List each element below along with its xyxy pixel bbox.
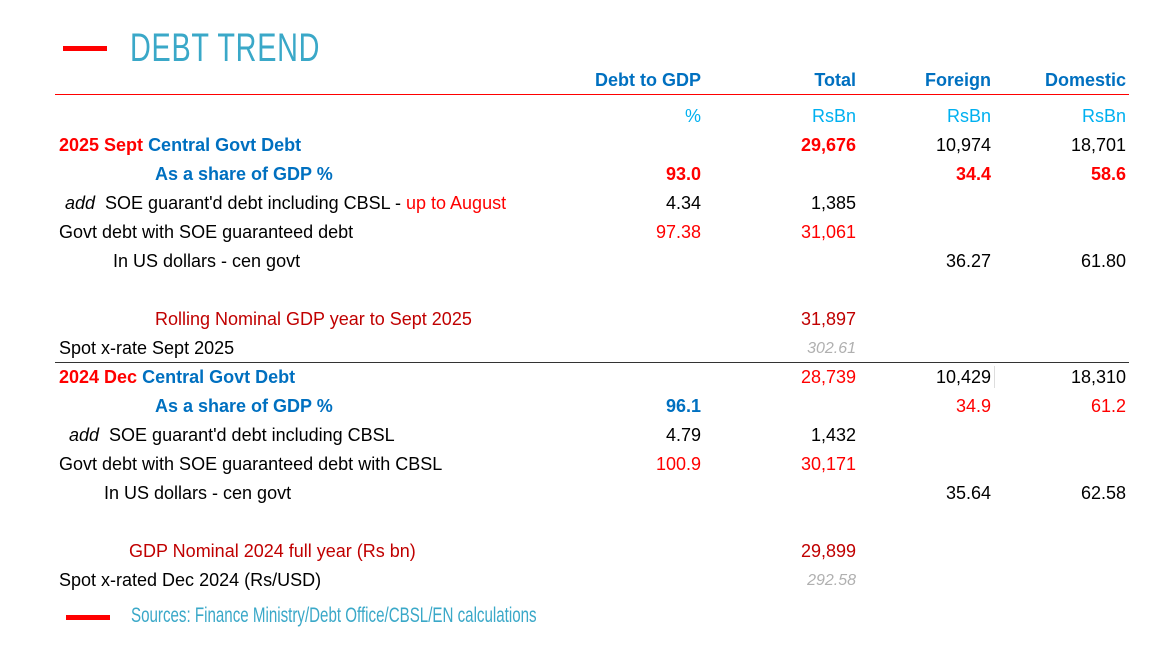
cell-total: 292.58 [807, 572, 856, 589]
row-label: add SOE guarant'd debt including CBSL - … [65, 189, 506, 218]
table-row: Govt debt with SOE guaranteed debt with … [0, 450, 1176, 479]
column-header-total: Total [814, 70, 856, 90]
cell-total: 30,171 [800, 454, 856, 474]
cell-total: 28,739 [800, 367, 856, 387]
row-label-part: up to August [406, 193, 507, 213]
row-label-part: Spot x-rate Sept 2025 [59, 338, 235, 358]
cell-foreign: 34.9 [955, 396, 991, 416]
row-label-part: Govt debt with SOE guaranteed debt [59, 222, 354, 242]
row-label-part: Govt debt with SOE guaranteed debt with … [59, 454, 443, 474]
table-row: 2025 Sept Central Govt Debt 29,676 10,974 1… [0, 131, 1176, 160]
row-label-part: GDP Nominal 2024 full year (Rs bn) [129, 541, 416, 561]
row-label-part: Central Govt Debt [148, 135, 302, 155]
row-label-part: SOE guarant'd debt including CBSL [104, 425, 395, 445]
row-label-part: In US dollars - cen govt [113, 251, 301, 271]
row-label: Spot x-rated Dec 2024 (Rs/USD) [59, 566, 321, 595]
column-header-domestic: Domestic [1044, 70, 1126, 90]
cell-foreign: 35.64 [945, 483, 991, 503]
source-accent-dash [66, 615, 110, 620]
table-row: In US dollars - cen govt 35.64 62.58 [0, 479, 1176, 508]
unit-debt-to-gdp: % [684, 106, 701, 126]
table-row [0, 276, 1176, 305]
cell-debt-to-gdp: 93.0 [665, 164, 701, 184]
table-row: In US dollars - cen govt 36.27 61.80 [0, 247, 1176, 276]
cell-total: 1,432 [810, 425, 856, 445]
table-row: 2024 Dec Central Govt Debt 28,739 10,429 18… [0, 363, 1176, 392]
title-accent-dash [63, 46, 107, 51]
unit-domestic: RsBn [1081, 106, 1126, 126]
cell-foreign: 10,429 [935, 367, 991, 387]
row-label: 2025 Sept Central Govt Debt [59, 131, 301, 160]
unit-total: RsBn [811, 106, 856, 126]
cell-debt-to-gdp: 4.79 [665, 425, 701, 445]
section-divider [55, 362, 1129, 363]
row-label: As a share of GDP % [155, 160, 333, 189]
table-row: add SOE guarant'd debt including CBSL 4.7… [0, 421, 1176, 450]
cell-domestic: 62.58 [1080, 483, 1126, 503]
row-label: As a share of GDP % [155, 392, 333, 421]
table-row: Spot x-rated Dec 2024 (Rs/USD) 292.58 [0, 566, 1176, 595]
row-label-part: In US dollars - cen govt [104, 483, 292, 503]
row-label: Govt debt with SOE guaranteed debt [59, 218, 353, 247]
cell-debt-to-gdp: 100.9 [655, 454, 701, 474]
row-label: Spot x-rate Sept 2025 [59, 334, 234, 363]
cell-domestic: 18,310 [1070, 367, 1126, 387]
row-label: add SOE guarant'd debt including CBSL [69, 421, 395, 450]
table-row: As a share of GDP % 96.1 34.9 61.2 [0, 392, 1176, 421]
table-row [0, 508, 1176, 537]
table-row: Govt debt with SOE guaranteed debt 97.38 3… [0, 218, 1176, 247]
row-label-part: 2024 Dec [59, 367, 143, 387]
row-label-part: Spot x-rated Dec 2024 (Rs/USD) [59, 570, 322, 590]
cell-domestic: 61.2 [1090, 396, 1126, 416]
row-label: Rolling Nominal GDP year to Sept 2025 [155, 305, 472, 334]
cell-total: 29,676 [800, 135, 856, 155]
cell-total: 1,385 [810, 193, 856, 213]
table-row: As a share of GDP % 93.0 34.4 58.6 [0, 160, 1176, 189]
row-label-part: add [65, 193, 101, 213]
row-label: In US dollars - cen govt [113, 247, 300, 276]
row-label-part: SOE guarant'd debt including CBSL - [100, 193, 406, 213]
table-row: Rolling Nominal GDP year to Sept 2025 31,… [0, 305, 1176, 334]
cell-domestic: 58.6 [1090, 164, 1126, 184]
cell-border [994, 366, 995, 388]
row-label-part: add [69, 425, 105, 445]
unit-foreign: RsBn [946, 106, 991, 126]
source-note: Sources: Finance Ministry/Debt Office/CB… [131, 604, 537, 627]
cell-total: 29,899 [800, 541, 856, 561]
cell-debt-to-gdp: 4.34 [665, 193, 701, 213]
cell-domestic: 18,701 [1070, 135, 1126, 155]
cell-domestic: 61.80 [1080, 251, 1126, 271]
units-row: % RsBn RsBn RsBn [0, 102, 1176, 131]
row-label-part: Central Govt Debt [142, 367, 296, 387]
row-label-part: As a share of GDP % [155, 396, 333, 416]
cell-debt-to-gdp: 97.38 [655, 222, 701, 242]
row-label: In US dollars - cen govt [104, 479, 291, 508]
cell-debt-to-gdp: 96.1 [665, 396, 701, 416]
row-label: 2024 Dec Central Govt Debt [59, 363, 295, 392]
column-header-debt-to-gdp: Debt to GDP [595, 70, 701, 90]
cell-total: 31,897 [800, 309, 856, 329]
header-divider [55, 94, 1129, 95]
table-row: Spot x-rate Sept 2025 302.61 [0, 334, 1176, 363]
row-label-part: As a share of GDP % [155, 164, 333, 184]
cell-foreign: 34.4 [955, 164, 991, 184]
column-header-foreign: Foreign [925, 70, 991, 90]
cell-total: 31,061 [800, 222, 856, 242]
row-label-part: 2025 Sept [59, 135, 149, 155]
cell-foreign: 36.27 [945, 251, 991, 271]
row-label-part: Rolling Nominal GDP year to Sept 2025 [155, 309, 472, 329]
cell-total: 302.61 [807, 340, 856, 357]
page-title: DEBT TREND [130, 26, 321, 70]
row-label: GDP Nominal 2024 full year (Rs bn) [129, 537, 416, 566]
cell-foreign: 10,974 [935, 135, 991, 155]
table-row: GDP Nominal 2024 full year (Rs bn) 29,899 [0, 537, 1176, 566]
row-label: Govt debt with SOE guaranteed debt with … [59, 450, 442, 479]
table-row: add SOE guarant'd debt including CBSL - … [0, 189, 1176, 218]
